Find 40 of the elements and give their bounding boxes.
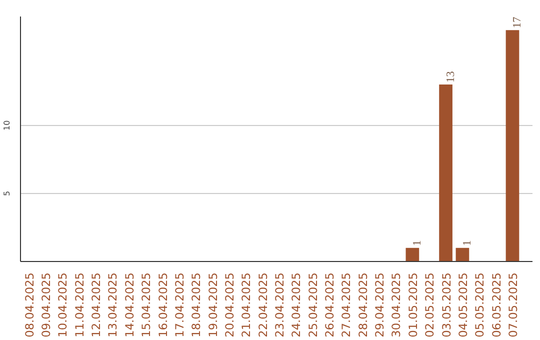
x-tick-label: 27.04.2025 xyxy=(339,272,354,338)
x-tick-label: 13.04.2025 xyxy=(106,272,120,338)
x-tick-label: 05.05.2025 xyxy=(472,272,487,338)
x-tick-label: 17.04.2025 xyxy=(172,272,186,338)
x-tick-label: 08.04.2025 xyxy=(22,272,36,338)
x-tick-label: 02.05.2025 xyxy=(422,272,437,338)
x-tick-label: 20.04.2025 xyxy=(222,272,236,338)
x-tick-label: 16.04.2025 xyxy=(156,272,170,338)
x-tick-label: 26.04.2025 xyxy=(322,272,337,338)
y-tick-label: 10 xyxy=(2,120,12,130)
data-label: 1 xyxy=(411,240,424,246)
data-label: 17 xyxy=(511,16,524,28)
x-tick-label: 14.04.2025 xyxy=(122,272,136,338)
data-label: 1 xyxy=(461,240,474,246)
x-tick-label: 18.04.2025 xyxy=(189,272,204,338)
x-tick-label: 04.05.2025 xyxy=(456,272,470,338)
bar xyxy=(406,248,420,262)
x-tick-label: 29.04.2025 xyxy=(372,272,387,338)
x-tick-label: 10.04.2025 xyxy=(56,272,70,338)
data-label: 13 xyxy=(444,70,457,83)
bar xyxy=(439,84,452,262)
x-tick-label: 22.04.2025 xyxy=(256,272,270,338)
bar xyxy=(456,248,470,262)
bar xyxy=(506,30,520,262)
x-tick-label: 07.05.2025 xyxy=(506,272,520,338)
x-tick-label: 01.05.2025 xyxy=(406,272,420,338)
x-tick-label: 12.04.2025 xyxy=(89,272,104,338)
x-tick-label: 11.04.2025 xyxy=(72,272,86,338)
x-tick-label: 15.04.2025 xyxy=(139,272,154,338)
x-tick-label: 30.04.2025 xyxy=(389,272,404,338)
x-tick-label: 06.05.2025 xyxy=(489,272,504,338)
x-tick-label: 23.04.2025 xyxy=(272,272,286,338)
x-tick-label: 19.04.2025 xyxy=(206,272,220,338)
x-tick-label: 03.05.2025 xyxy=(439,272,454,338)
y-tick-label: 5 xyxy=(2,190,12,196)
x-tick-label: 24.04.2025 xyxy=(289,272,304,338)
x-tick-label: 21.04.2025 xyxy=(239,272,254,338)
x-tick-label: 28.04.2025 xyxy=(356,272,370,338)
x-tick-label: 09.04.2025 xyxy=(39,272,54,338)
x-tick-label: 25.04.2025 xyxy=(306,272,320,338)
